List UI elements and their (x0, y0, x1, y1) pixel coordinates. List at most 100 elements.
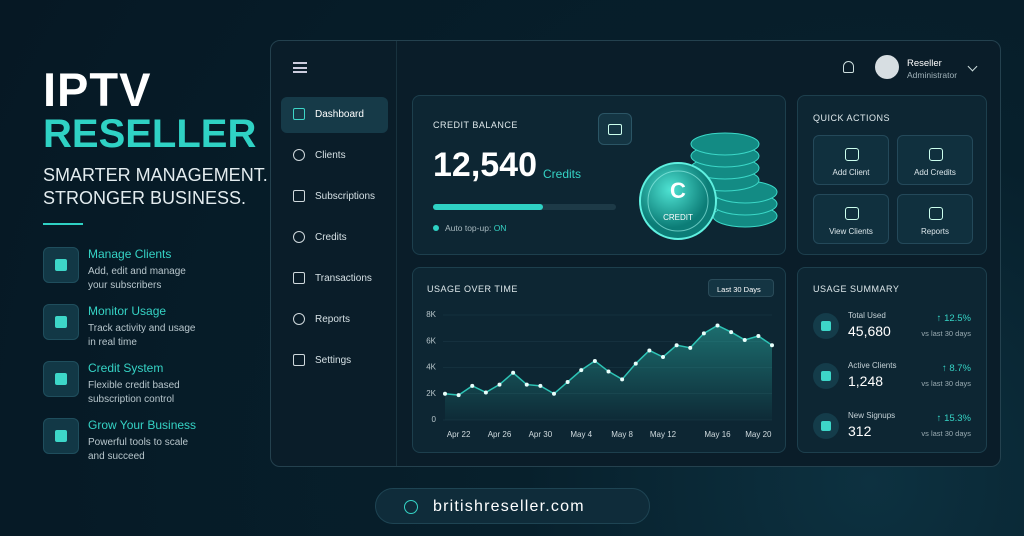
nav-item[interactable]: Subscriptions (281, 179, 388, 215)
nav-icon (293, 272, 305, 284)
action-icon (845, 148, 859, 161)
tagline-line: SMARTER MANAGEMENT. (43, 165, 268, 185)
usage-summary: USAGE SUMMARY Total Used 45,680 ↑ 12.5% vs … (797, 267, 987, 453)
feature-text: Grow Your Business Powerful tools to scal… (88, 418, 196, 464)
hero-title: IPTV (43, 63, 152, 116)
summary-value: 312 (848, 423, 872, 439)
summary-change: ↑ 15.3% (936, 413, 971, 424)
progress-fill (433, 204, 543, 210)
nav-icon (293, 108, 305, 120)
summary-period: vs last 30 days (921, 329, 971, 338)
summary-change: ↑ 8.7% (941, 363, 971, 374)
tagline-line: STRONGER BUSINESS. (43, 188, 247, 208)
progress-track (433, 204, 616, 210)
action-icon (845, 207, 859, 220)
auto-topup-label: Auto top-up: (445, 223, 492, 233)
nav-icon (293, 354, 305, 366)
feature-description: Add, edit and manage your subscribers (88, 266, 186, 291)
feature-icon (43, 361, 79, 397)
summary-label: Total Used (848, 311, 886, 320)
range-selector[interactable]: Last 30 Days (708, 279, 774, 297)
user-name: Reseller (907, 58, 942, 69)
feature-icon (43, 304, 79, 340)
quick-actions: QUICK ACTIONS Add Client Add Credits View … (797, 95, 987, 255)
summary-icon (813, 363, 839, 389)
menu-icon[interactable] (293, 62, 307, 73)
card-title: QUICK ACTIONS (813, 113, 891, 123)
icon-glyph (821, 321, 831, 331)
icon-glyph (55, 430, 67, 442)
url-pill[interactable]: britishreseller.com (375, 488, 650, 524)
feature-description: Track activity and usage in real time (88, 323, 196, 348)
summary-value: 1,248 (848, 373, 884, 389)
icon-glyph (55, 373, 67, 385)
change-value: 8.7% (949, 363, 971, 374)
globe-icon (404, 500, 418, 514)
icon-glyph (55, 316, 67, 328)
summary-period: vs last 30 days (921, 379, 971, 388)
user-role: Administrator (907, 70, 958, 80)
nav-icon (293, 313, 305, 325)
chevron[interactable] (967, 61, 978, 72)
nav-icon (293, 231, 305, 243)
nav-item[interactable]: Transactions (281, 261, 388, 297)
feature-title: Monitor Usage (88, 304, 167, 318)
action-icon (929, 148, 943, 161)
summary-icon (813, 413, 839, 439)
wallet-icon (598, 113, 632, 145)
hero-subtitle: RESELLER (43, 112, 257, 156)
feature-text: Monitor Usage Track activity and usage in… (88, 304, 196, 350)
nav-item[interactable]: Reports (281, 302, 388, 338)
feature-title: Credit System (88, 361, 164, 375)
card-title: CREDIT BALANCE (433, 120, 518, 130)
sidebar[interactable]: Dashboard Clients Subscriptions Credits Tran… (271, 41, 397, 466)
feature-text: Credit System Flexible credit based subsc… (88, 361, 196, 407)
chart-title: USAGE OVER TIME (427, 284, 518, 294)
summary-label: Active Clients (848, 361, 897, 370)
coin-stack: C CREDIT (639, 132, 778, 240)
quick-action[interactable]: View Clients (813, 194, 889, 244)
feature-title: Manage Clients (88, 247, 172, 261)
nav-item[interactable]: Clients (281, 138, 388, 174)
auto-topup-status: ON (493, 223, 507, 233)
action-icon (929, 207, 943, 220)
coin-label: CREDIT (663, 213, 693, 222)
icon-glyph (55, 259, 67, 271)
quick-action[interactable]: Add Credits (897, 135, 973, 185)
feature-text: Manage Clients Add, edit and manage your … (88, 247, 196, 293)
status-dot (433, 225, 439, 231)
quick-action[interactable]: Reports (897, 194, 973, 244)
divider (43, 223, 83, 225)
summary-value: 45,680 (848, 323, 891, 339)
change-value: 12.5% (944, 313, 971, 324)
nav-item[interactable]: Dashboard (281, 97, 388, 133)
coin-letter: C (670, 178, 686, 203)
avatar[interactable] (875, 55, 899, 79)
summary-period: vs last 30 days (921, 429, 971, 438)
icon-glyph (821, 421, 831, 431)
nav-icon (293, 190, 305, 202)
bell-icon[interactable] (843, 61, 854, 73)
credit-unit: Credits (543, 167, 582, 181)
nav-item[interactable]: Settings (281, 343, 388, 379)
summary-icon (813, 313, 839, 339)
summary-change: ↑ 12.5% (936, 313, 971, 324)
usage-card: USAGE OVER TIME Last 30 Days (412, 267, 786, 453)
quick-action[interactable]: Add Client (813, 135, 889, 185)
feature-icon (43, 418, 79, 454)
auto-topup: Auto top-up: ON (445, 223, 506, 233)
credit-amount: 12,540 (433, 146, 537, 184)
summary-label: New Signups (848, 411, 896, 420)
nav-icon (293, 149, 305, 161)
nav-item[interactable]: Credits (281, 220, 388, 256)
feature-title: Grow Your Business (88, 418, 197, 432)
icon-glyph (821, 371, 831, 381)
change-value: 15.3% (944, 413, 971, 424)
coin (639, 162, 717, 240)
feature-description: Powerful tools to scale and succeed (88, 437, 189, 462)
url[interactable]: britishreseller.com (433, 498, 585, 515)
credit-card: CREDIT BALANCE 12,540 Credits Auto top-u… (412, 95, 786, 255)
feature-icon (43, 247, 79, 283)
tagline: SMARTER MANAGEMENT. STRONGER BUSINESS. (43, 164, 268, 210)
